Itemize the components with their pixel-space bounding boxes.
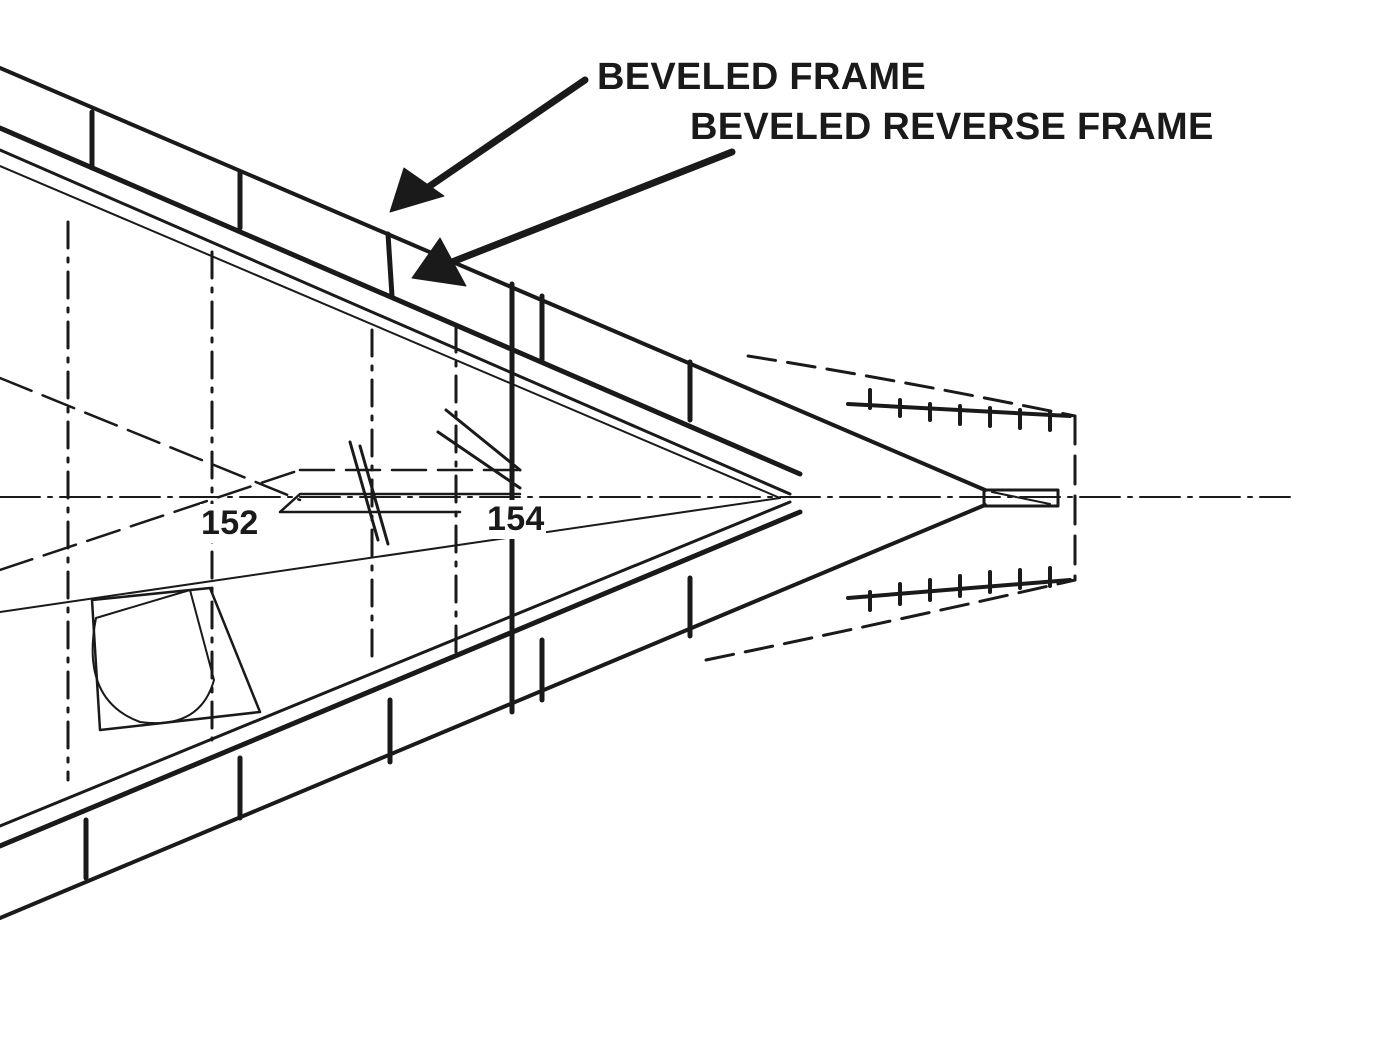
hull-inner-bottom-3: [0, 497, 781, 613]
hull-inner-top: [0, 125, 803, 477]
interior-dashes: [0, 376, 522, 572]
shaft-hub: [982, 488, 1060, 508]
beveled-frame-label: BEVELED FRAME: [597, 56, 927, 98]
station-154-label: 154: [486, 500, 546, 539]
hull-inner-bottom-2: [0, 500, 792, 828]
frame-ribs-top: [89, 109, 693, 715]
beveled-reverse-frame-label: BEVELED REVERSE FRAME: [690, 106, 1214, 148]
rounded-cutout: [91, 589, 215, 724]
arrow-beveled-reverse-frame: [411, 148, 736, 287]
break-marks: [348, 408, 522, 546]
hull-inner-top-3: [0, 165, 781, 499]
outer-hull-bottom: [0, 503, 987, 920]
propeller-blade-bottom: [846, 566, 1072, 612]
station-lines: [66, 220, 458, 782]
hull-inner-bottom: [0, 509, 803, 849]
stern-envelope: [704, 354, 1077, 662]
frame-ribs-bottom: [83, 575, 693, 881]
hull-inner-top-2: [0, 148, 792, 496]
arrow-beveled-frame: [389, 76, 589, 213]
propeller-blade-top: [846, 388, 1072, 432]
frame-block: [90, 586, 262, 732]
outer-hull-top: [0, 66, 987, 492]
station-152-label: 152: [200, 504, 260, 543]
